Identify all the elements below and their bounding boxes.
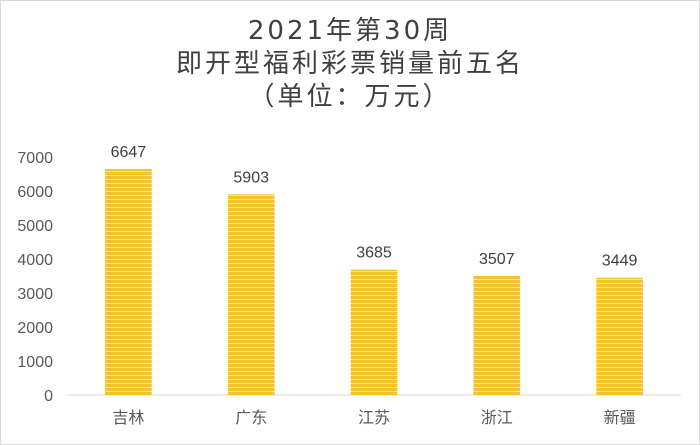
bar — [105, 169, 152, 395]
y-tick-label: 1000 — [17, 354, 53, 371]
bar — [350, 269, 398, 395]
y-tick-label: 6000 — [17, 184, 53, 201]
chart-title-line: 2021年第30周 — [247, 16, 453, 46]
data-label: 3449 — [602, 253, 638, 270]
y-tick-label: 5000 — [17, 218, 53, 235]
data-label: 6647 — [111, 144, 147, 161]
x-axis-categories: 吉林 广东 江苏 浙江 新疆 — [112, 408, 635, 427]
y-tick-label: 7000 — [17, 150, 53, 167]
x-category-label: 吉林 — [112, 408, 144, 427]
chart-title: 2021年第30周 即开型福利彩票销量前五名 （单位：万元） — [1, 15, 699, 114]
chart-title-line: 即开型福利彩票销量前五名 — [175, 49, 524, 79]
data-labels: 6647 5903 3685 3507 3449 — [111, 144, 638, 270]
y-axis: 0 1000 2000 3000 4000 5000 6000 7000 — [17, 150, 53, 405]
x-category-label: 广东 — [235, 408, 267, 427]
y-tick-label: 3000 — [17, 286, 53, 303]
y-tick-label: 4000 — [17, 252, 53, 269]
y-tick-label: 2000 — [17, 320, 53, 337]
bar-series — [105, 169, 643, 395]
bar — [473, 275, 521, 395]
data-label: 3507 — [479, 251, 515, 268]
data-label: 3685 — [356, 245, 392, 262]
y-tick-label: 0 — [44, 388, 53, 405]
bar — [596, 277, 643, 395]
data-label: 5903 — [233, 169, 269, 186]
chart-title-line: （单位：万元） — [248, 82, 452, 112]
bar — [227, 194, 275, 395]
x-category-label: 江苏 — [358, 408, 390, 427]
x-category-label: 新疆 — [604, 408, 636, 427]
x-category-label: 浙江 — [481, 408, 513, 427]
